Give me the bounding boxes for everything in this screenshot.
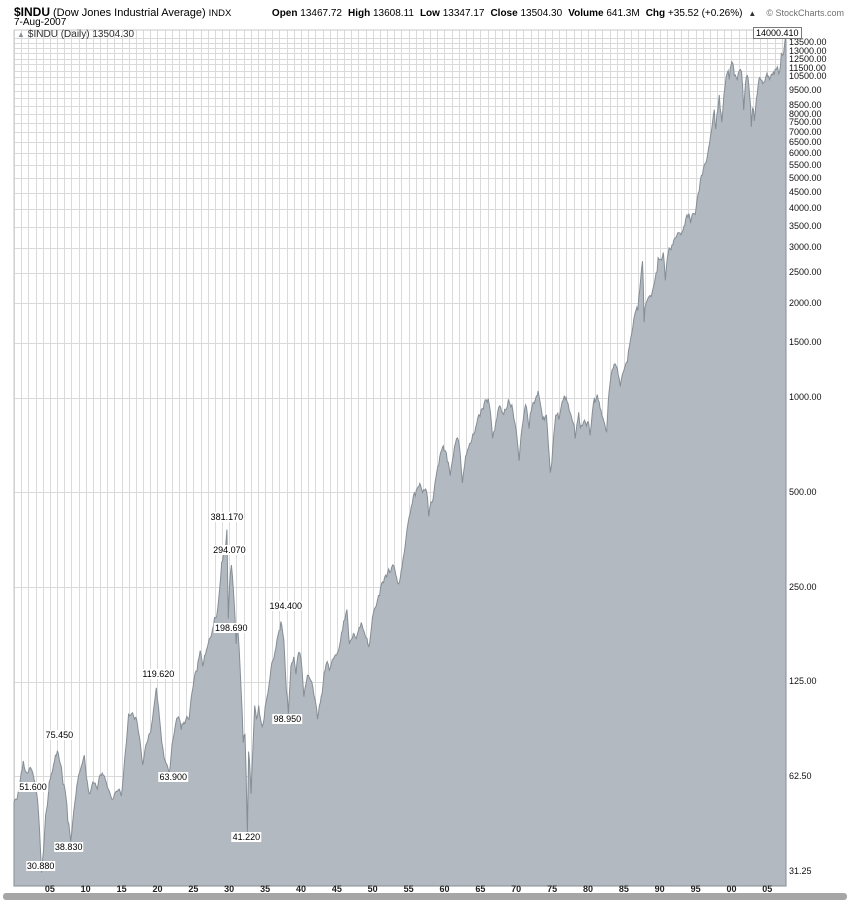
bottom-bar	[3, 893, 847, 900]
chart-title: $INDU (Dow Jones Industrial Average) INDX	[14, 3, 231, 21]
change-up-arrow-icon: ▲	[748, 9, 757, 18]
chart-date: 7-Aug-2007	[14, 17, 67, 28]
quote-value-open: 13467.72	[300, 8, 342, 19]
quote-label-open: Open	[271, 8, 301, 19]
quote-value-high: 13608.11	[372, 8, 414, 19]
quote-value-volume: 641.3M	[606, 8, 640, 19]
quote-value-low: 13347.17	[442, 8, 485, 19]
quote-label-chg: Chg	[645, 8, 668, 19]
copyright-label: © StockCharts.com	[766, 8, 844, 18]
quote-value-close: 13504.30	[520, 8, 563, 19]
ticker-symbol: $INDU	[14, 5, 51, 19]
series-legend-label: $INDU (Daily) 13504.30	[27, 29, 135, 40]
quote-value-chg: +35.52 (+0.26%)	[667, 8, 743, 19]
quote-label-volume: Volume	[568, 8, 607, 19]
series-triangle-icon: ▲	[17, 30, 25, 39]
last-price-marker: 14000.410	[753, 27, 802, 39]
index-name: (Dow Jones Industrial Average)	[53, 7, 206, 19]
chart-header: $INDU (Dow Jones Industrial Average) INDX …	[14, 3, 844, 21]
quote-label-high: High	[347, 8, 373, 19]
quote-label-close: Close	[490, 8, 521, 19]
exchange-label: INDX	[208, 8, 232, 19]
price-area-path	[13, 36, 787, 887]
series-legend: ▲ $INDU (Daily) 13504.30	[17, 29, 134, 40]
quote-label-low: Low	[419, 8, 443, 19]
ohlc-quote-bar: Open 13467.72 High 13608.11 Low 13347.17 Cl…	[231, 8, 756, 19]
